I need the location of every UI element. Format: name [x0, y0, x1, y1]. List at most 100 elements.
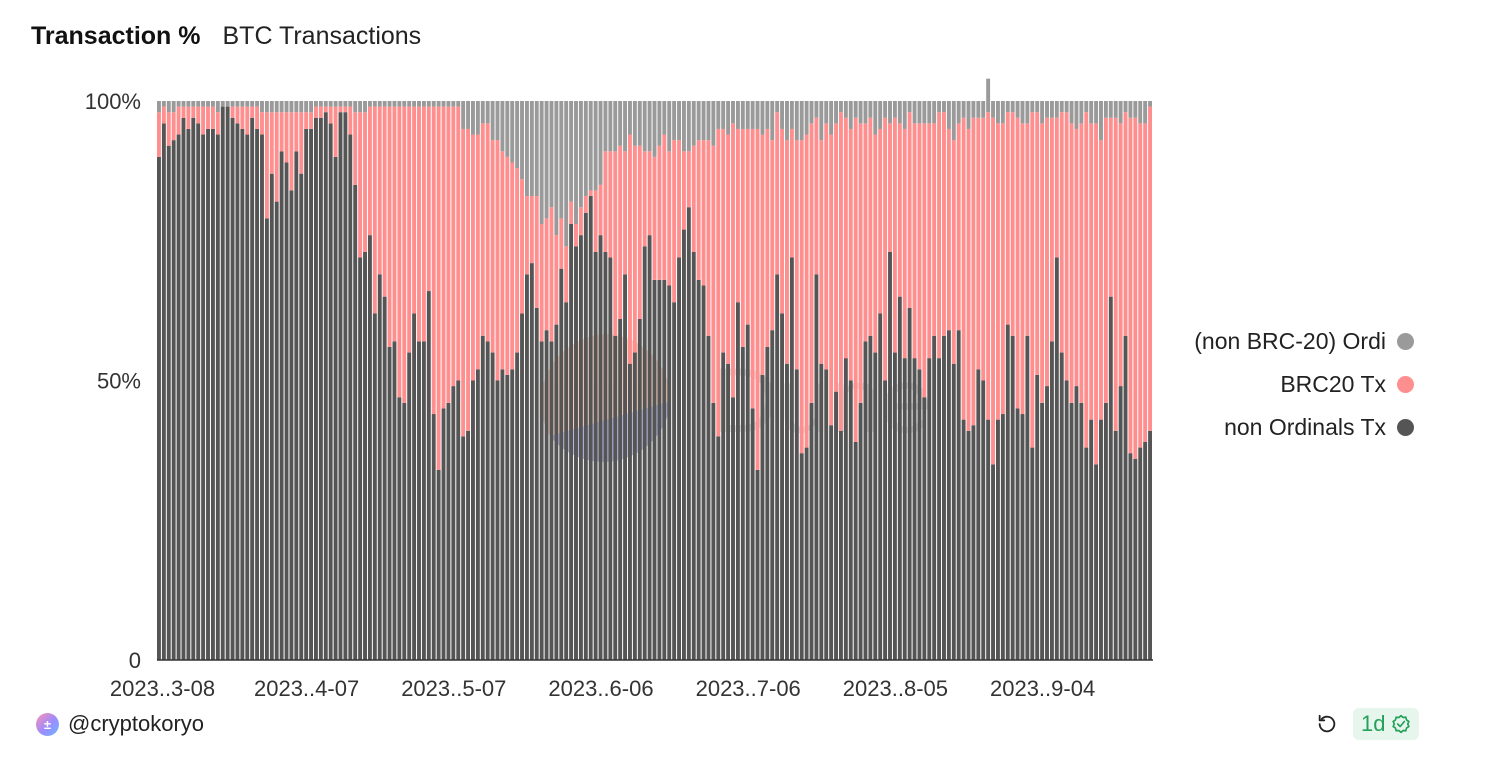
bar-segment[interactable]: [883, 380, 888, 661]
bar-segment[interactable]: [544, 101, 549, 219]
bar-segment[interactable]: [740, 101, 745, 129]
author-block[interactable]: ± @cryptokoryo: [36, 711, 204, 737]
bar-segment[interactable]: [946, 128, 951, 331]
bar-segment[interactable]: [681, 229, 686, 660]
bar-segment[interactable]: [1143, 123, 1148, 442]
bar-segment[interactable]: [838, 112, 843, 431]
bar-segment[interactable]: [598, 235, 603, 660]
bar-segment[interactable]: [181, 117, 186, 660]
bar-segment[interactable]: [917, 369, 922, 660]
bar-segment[interactable]: [809, 123, 814, 403]
bar-segment[interactable]: [367, 106, 372, 236]
bar-segment[interactable]: [780, 128, 785, 314]
bar-segment[interactable]: [1138, 447, 1143, 660]
bar-segment[interactable]: [726, 363, 731, 660]
bar-segment[interactable]: [735, 302, 740, 660]
bar-segment[interactable]: [402, 101, 407, 107]
bar-segment[interactable]: [392, 341, 397, 660]
bar-segment[interactable]: [289, 112, 294, 191]
bar-segment[interactable]: [628, 134, 632, 364]
bar-segment[interactable]: [456, 106, 461, 381]
bar-segment[interactable]: [848, 101, 853, 129]
bar-segment[interactable]: [417, 106, 421, 342]
bar-segment[interactable]: [397, 101, 402, 107]
bar-segment[interactable]: [927, 101, 932, 124]
bar-segment[interactable]: [1069, 101, 1074, 124]
bar-segment[interactable]: [598, 101, 603, 185]
bar-segment[interactable]: [686, 151, 691, 208]
bar-segment[interactable]: [657, 145, 662, 280]
bar-segment[interactable]: [750, 128, 755, 409]
bar-segment[interactable]: [363, 251, 367, 660]
bar-segment[interactable]: [657, 279, 662, 660]
bar-segment[interactable]: [338, 101, 343, 107]
bar-segment[interactable]: [883, 117, 888, 381]
bar-segment[interactable]: [785, 101, 789, 141]
bar-segment[interactable]: [446, 402, 451, 660]
bar-segment[interactable]: [186, 106, 191, 129]
bar-segment[interactable]: [358, 257, 363, 660]
bar-segment[interactable]: [500, 101, 505, 152]
bar-segment[interactable]: [897, 101, 902, 124]
bar-segment[interactable]: [1020, 414, 1025, 660]
bar-segment[interactable]: [314, 106, 318, 118]
bar-segment[interactable]: [873, 352, 878, 660]
bar-segment[interactable]: [471, 134, 475, 381]
bar-segment[interactable]: [672, 140, 677, 303]
bar-segment[interactable]: [500, 369, 505, 660]
bar-segment[interactable]: [171, 112, 176, 141]
bar-segment[interactable]: [1005, 101, 1010, 113]
bar-segment[interactable]: [554, 324, 559, 660]
bar-segment[interactable]: [471, 380, 475, 661]
bar-segment[interactable]: [834, 123, 838, 392]
bar-segment[interactable]: [1015, 117, 1020, 409]
bar-segment[interactable]: [426, 101, 431, 107]
bar-segment[interactable]: [240, 101, 245, 107]
bar-segment[interactable]: [996, 123, 1000, 420]
bar-segment[interactable]: [819, 101, 824, 141]
bar-segment[interactable]: [1049, 117, 1054, 342]
bar-segment[interactable]: [348, 106, 353, 135]
bar-segment[interactable]: [1118, 101, 1123, 124]
bar-segment[interactable]: [1040, 123, 1045, 403]
bar-segment[interactable]: [225, 101, 230, 107]
bar-segment[interactable]: [1049, 101, 1054, 118]
bar-segment[interactable]: [490, 352, 495, 660]
bar-segment[interactable]: [574, 223, 578, 247]
bar-segment[interactable]: [353, 101, 358, 113]
bar-segment[interactable]: [662, 134, 667, 280]
bar-segment[interactable]: [863, 341, 868, 660]
bar-segment[interactable]: [230, 101, 235, 107]
bar-segment[interactable]: [986, 419, 991, 660]
bar-segment[interactable]: [907, 101, 912, 113]
bar-segment[interactable]: [402, 106, 407, 403]
bar-segment[interactable]: [348, 134, 353, 661]
bar-segment[interactable]: [991, 101, 995, 118]
bar-segment[interactable]: [613, 101, 618, 152]
bar-segment[interactable]: [382, 101, 387, 107]
bar-segment[interactable]: [1025, 123, 1030, 336]
bar-segment[interactable]: [1045, 117, 1049, 387]
bar-segment[interactable]: [681, 151, 686, 230]
bar-segment[interactable]: [794, 101, 799, 141]
bar-segment[interactable]: [1010, 101, 1015, 113]
bar-segment[interactable]: [843, 101, 848, 118]
bar-segment[interactable]: [942, 335, 946, 660]
bar-segment[interactable]: [1045, 101, 1049, 118]
bar-segment[interactable]: [1133, 117, 1138, 459]
bar-segment[interactable]: [897, 123, 902, 297]
bar-segment[interactable]: [1000, 414, 1005, 660]
bar-segment[interactable]: [309, 101, 314, 113]
bar-segment[interactable]: [441, 101, 446, 107]
bar-segment[interactable]: [304, 128, 309, 660]
bar-segment[interactable]: [755, 128, 760, 470]
bar-segment[interactable]: [701, 140, 706, 286]
bar-segment[interactable]: [1128, 101, 1133, 118]
bar-segment[interactable]: [637, 101, 642, 146]
bar-segment[interactable]: [505, 101, 510, 157]
bar-segment[interactable]: [1138, 123, 1143, 448]
bar-segment[interactable]: [981, 117, 986, 381]
bar-segment[interactable]: [848, 380, 853, 661]
bar-segment[interactable]: [642, 151, 647, 247]
bar-segment[interactable]: [191, 117, 196, 660]
